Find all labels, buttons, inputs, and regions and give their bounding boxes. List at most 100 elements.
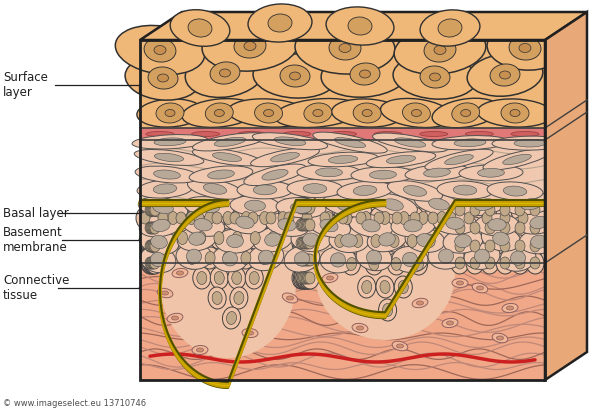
Ellipse shape: [454, 139, 486, 147]
Ellipse shape: [496, 252, 514, 274]
Ellipse shape: [320, 212, 330, 224]
Ellipse shape: [139, 214, 183, 237]
Ellipse shape: [234, 291, 244, 304]
Ellipse shape: [428, 199, 449, 210]
Ellipse shape: [146, 240, 156, 252]
Ellipse shape: [187, 252, 197, 265]
Ellipse shape: [145, 257, 155, 269]
Ellipse shape: [403, 230, 421, 252]
Ellipse shape: [295, 249, 313, 271]
Ellipse shape: [511, 235, 529, 257]
Ellipse shape: [467, 54, 543, 96]
Ellipse shape: [379, 299, 397, 321]
Ellipse shape: [300, 197, 318, 219]
Ellipse shape: [485, 204, 495, 216]
Ellipse shape: [337, 200, 358, 212]
Ellipse shape: [144, 38, 176, 62]
Ellipse shape: [357, 207, 375, 229]
Ellipse shape: [276, 198, 326, 218]
Ellipse shape: [147, 222, 157, 234]
Ellipse shape: [424, 168, 451, 177]
Ellipse shape: [476, 286, 484, 290]
Ellipse shape: [287, 180, 343, 198]
Ellipse shape: [187, 249, 202, 263]
Ellipse shape: [362, 110, 372, 117]
Ellipse shape: [496, 235, 514, 257]
Ellipse shape: [415, 193, 464, 215]
Ellipse shape: [380, 99, 452, 127]
Ellipse shape: [145, 252, 163, 274]
Ellipse shape: [298, 207, 316, 229]
Ellipse shape: [446, 321, 454, 325]
Ellipse shape: [296, 219, 306, 231]
Ellipse shape: [134, 150, 204, 166]
Ellipse shape: [143, 199, 161, 221]
Ellipse shape: [150, 204, 160, 216]
Ellipse shape: [334, 207, 352, 229]
Ellipse shape: [292, 267, 310, 289]
Ellipse shape: [154, 46, 166, 54]
Ellipse shape: [141, 199, 159, 221]
Bar: [140, 40, 545, 128]
Ellipse shape: [359, 70, 371, 78]
Ellipse shape: [439, 249, 454, 263]
Ellipse shape: [146, 257, 156, 269]
Ellipse shape: [403, 103, 430, 123]
Ellipse shape: [511, 252, 529, 274]
Ellipse shape: [293, 267, 311, 289]
Ellipse shape: [165, 110, 175, 117]
Ellipse shape: [237, 247, 255, 269]
Ellipse shape: [292, 197, 310, 219]
Ellipse shape: [305, 219, 315, 231]
Ellipse shape: [247, 331, 254, 335]
Ellipse shape: [420, 10, 480, 46]
Ellipse shape: [189, 166, 253, 183]
Ellipse shape: [190, 207, 208, 229]
Ellipse shape: [492, 333, 508, 343]
Ellipse shape: [502, 303, 518, 313]
Ellipse shape: [182, 99, 257, 127]
Ellipse shape: [322, 273, 338, 283]
Ellipse shape: [299, 249, 318, 271]
Ellipse shape: [293, 214, 311, 236]
Ellipse shape: [526, 235, 544, 257]
Ellipse shape: [244, 207, 262, 229]
Ellipse shape: [302, 212, 312, 224]
Ellipse shape: [329, 229, 369, 252]
Ellipse shape: [232, 272, 242, 285]
Ellipse shape: [301, 219, 311, 231]
Ellipse shape: [470, 240, 480, 252]
Ellipse shape: [315, 208, 455, 340]
Ellipse shape: [274, 207, 292, 229]
Ellipse shape: [255, 247, 273, 269]
Ellipse shape: [284, 245, 320, 272]
Ellipse shape: [301, 249, 319, 271]
Ellipse shape: [293, 197, 311, 219]
Ellipse shape: [356, 326, 364, 330]
Ellipse shape: [191, 132, 220, 137]
Ellipse shape: [226, 207, 244, 229]
Ellipse shape: [451, 217, 469, 239]
Ellipse shape: [230, 196, 280, 216]
Ellipse shape: [388, 181, 443, 201]
Bar: [140, 40, 545, 263]
Ellipse shape: [352, 207, 370, 229]
Ellipse shape: [510, 110, 520, 117]
Ellipse shape: [392, 212, 402, 224]
Ellipse shape: [298, 249, 316, 271]
Ellipse shape: [199, 201, 220, 213]
Ellipse shape: [137, 99, 203, 127]
Ellipse shape: [301, 214, 319, 236]
Ellipse shape: [394, 138, 426, 147]
Ellipse shape: [509, 36, 541, 60]
Ellipse shape: [292, 249, 310, 271]
Ellipse shape: [268, 14, 292, 32]
Ellipse shape: [212, 291, 222, 304]
Ellipse shape: [366, 152, 436, 168]
Ellipse shape: [526, 199, 544, 221]
Ellipse shape: [295, 252, 310, 266]
Ellipse shape: [481, 217, 499, 239]
Ellipse shape: [244, 164, 306, 186]
Ellipse shape: [145, 235, 163, 257]
Ellipse shape: [530, 204, 540, 216]
